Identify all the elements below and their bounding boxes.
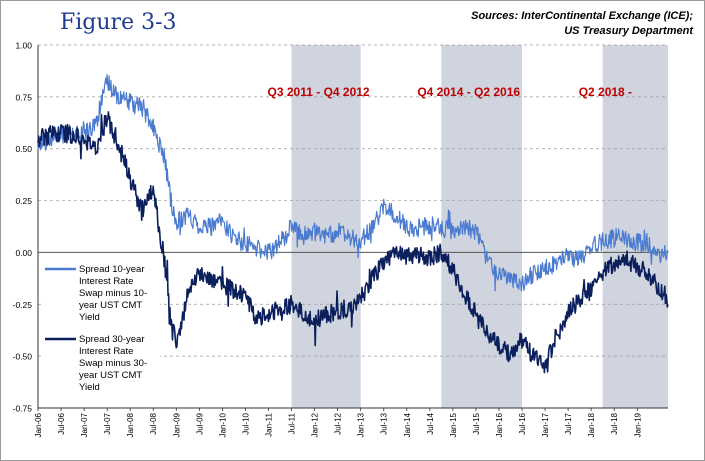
period-label-1: Q3 2011 - Q4 2012 <box>268 85 370 99</box>
x-tick-label: Jan-16 <box>495 412 504 437</box>
x-tick-label: Jul-07 <box>103 412 112 434</box>
x-tick-label: Jul-09 <box>195 412 204 434</box>
y-tick-label: 0.25 <box>15 196 32 206</box>
x-tick-label: Jul-08 <box>149 412 158 434</box>
x-tick-label: Jan-18 <box>587 412 596 437</box>
x-tick-label: Jul-17 <box>564 412 573 434</box>
x-tick-label: Jul-14 <box>426 412 435 434</box>
x-tick-label: Jan-09 <box>172 412 181 437</box>
legend-label-line: Yield <box>79 382 100 393</box>
figure-title: Figure 3-3 <box>60 10 177 35</box>
shaded-period-3 <box>602 45 668 408</box>
x-tick-label: Jan-08 <box>126 412 135 437</box>
sources-line-2: US Treasury Department <box>564 25 693 37</box>
x-tick-label: Jan-12 <box>311 412 320 437</box>
y-tick-label: 0.00 <box>15 248 32 258</box>
x-tick-label: Jan-13 <box>357 412 366 437</box>
x-tick-label: Jan-10 <box>218 412 227 437</box>
x-tick-label: Jul-06 <box>57 412 66 434</box>
legend-label-line: Spread 30-year <box>79 334 144 345</box>
legend-label-line: Swap minus 10- <box>79 288 147 299</box>
period-label-2: Q4 2014 - Q2 2016 <box>417 85 520 99</box>
x-tick-label: Jan-11 <box>264 412 273 436</box>
sources-line-1: Sources: InterContinental Exchange (ICE)… <box>471 10 693 22</box>
legend-label-line: Spread 10-year <box>79 264 144 275</box>
legend-label-line: year UST CMT <box>79 300 142 311</box>
series-line-2 <box>37 111 669 374</box>
x-tick-label: Jan-06 <box>34 412 43 437</box>
legend-label-line: Yield <box>79 312 100 323</box>
period-label-3: Q2 2018 - <box>579 85 632 99</box>
x-tick-label: Jan-07 <box>80 412 89 437</box>
legend-label-line: Swap minus 30- <box>79 358 147 369</box>
y-tick-label: -0.25 <box>13 300 33 310</box>
y-tick-label: 0.75 <box>15 92 32 102</box>
legend-box <box>42 262 160 384</box>
shaded-period-1 <box>291 45 361 408</box>
x-tick-label: Jul-15 <box>472 412 481 434</box>
x-tick-label: Jan-15 <box>449 412 458 437</box>
y-tick-label: -0.50 <box>13 352 33 362</box>
y-tick-label: 0.50 <box>15 144 32 154</box>
x-tick-label: Jul-12 <box>334 412 343 434</box>
y-tick-label: -0.75 <box>13 404 33 414</box>
y-tick-label: 1.00 <box>15 41 32 51</box>
x-tick-label: Jan-17 <box>541 412 550 437</box>
x-tick-label: Jul-10 <box>241 412 250 434</box>
legend-label-line: Interest Rate <box>79 276 133 287</box>
x-tick-label: Jan-14 <box>403 412 412 437</box>
legend-label-line: year UST CMT <box>79 370 142 381</box>
series-line-1 <box>37 74 669 292</box>
x-tick-label: Jul-11 <box>288 412 297 434</box>
x-tick-label: Jul-18 <box>610 412 619 434</box>
x-tick-label: Jul-16 <box>518 412 527 434</box>
x-tick-label: Jan-19 <box>633 412 642 437</box>
legend-label-line: Interest Rate <box>79 346 133 357</box>
x-tick-label: Jul-13 <box>380 412 389 434</box>
sources-note: Sources: InterContinental Exchange (ICE)… <box>471 9 693 39</box>
